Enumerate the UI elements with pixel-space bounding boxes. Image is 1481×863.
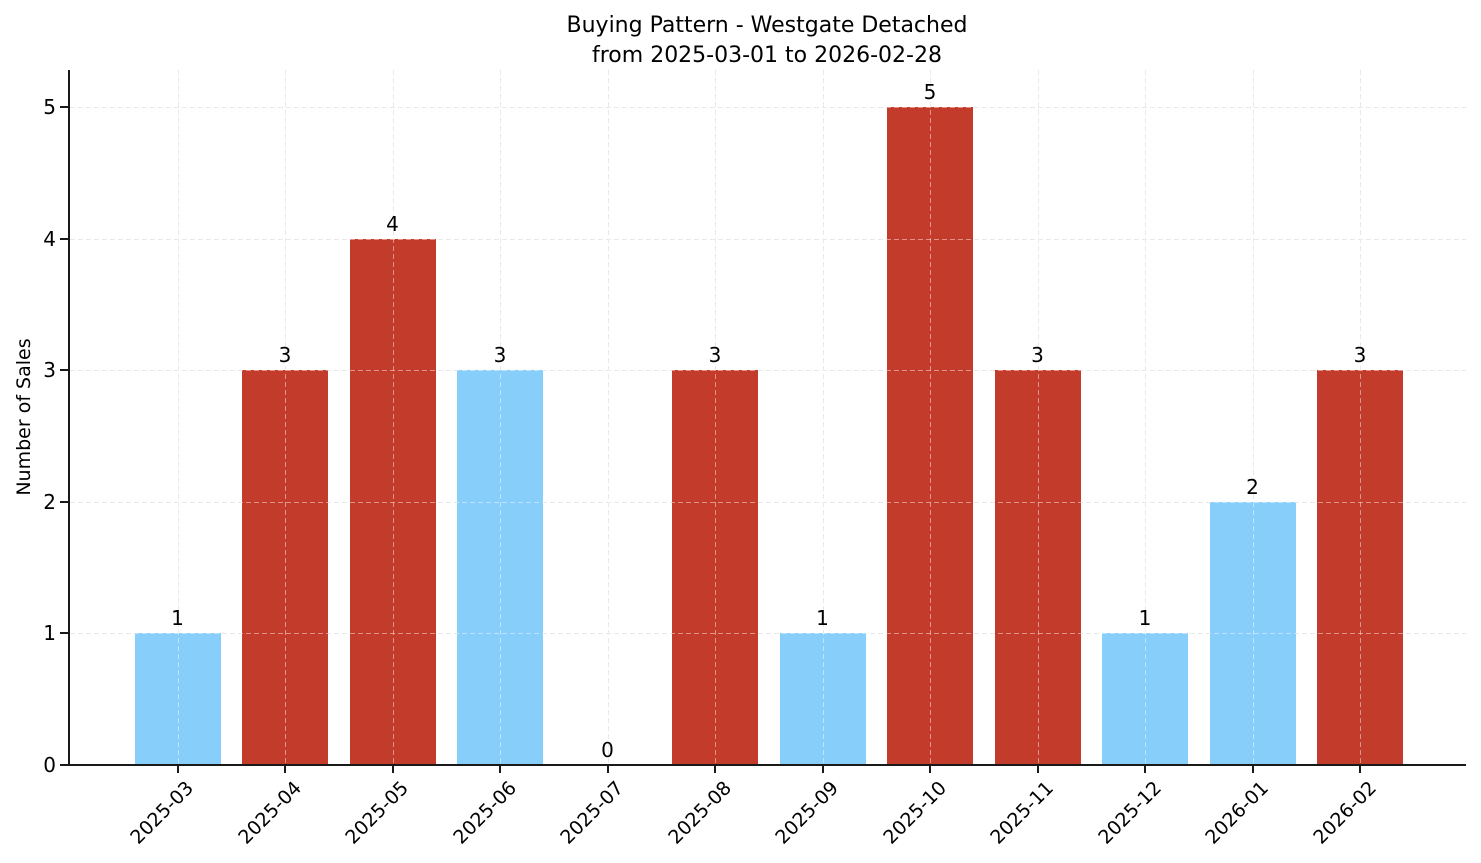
bar bbox=[1209, 501, 1296, 765]
x-tick-label: 2025-08 bbox=[663, 777, 736, 849]
chart-title: Buying Pattern - Westgate Detached bbox=[566, 13, 968, 38]
x-tick bbox=[1144, 766, 1146, 773]
bar bbox=[887, 107, 973, 765]
x-tick-label: 2025-05 bbox=[341, 777, 414, 849]
bar bbox=[1317, 370, 1403, 765]
x-tick-label: 2025-03 bbox=[126, 777, 199, 849]
v-gridline-overlay bbox=[1360, 70, 1361, 764]
v-gridline bbox=[177, 70, 179, 764]
x-tick bbox=[1036, 766, 1039, 773]
v-gridline-overlay bbox=[822, 70, 824, 764]
x-tick-label: 2025-07 bbox=[556, 777, 629, 849]
v-gridline-overlay bbox=[177, 70, 179, 764]
bar-value-label: 3 bbox=[1031, 343, 1044, 368]
y-tick bbox=[60, 632, 68, 635]
h-gridline-overlay bbox=[70, 238, 1466, 240]
v-gridline-overlay bbox=[607, 70, 609, 764]
bar bbox=[134, 633, 221, 765]
v-gridline-overlay bbox=[1145, 70, 1146, 764]
v-gridline bbox=[822, 70, 824, 764]
v-gridline-overlay bbox=[715, 70, 716, 764]
bar bbox=[779, 633, 866, 765]
v-gridline bbox=[1145, 70, 1146, 764]
bar-value-label: 2 bbox=[1246, 474, 1259, 499]
y-tick bbox=[60, 764, 68, 766]
bar-value-label: 0 bbox=[601, 738, 614, 762]
h-gridline-overlay bbox=[70, 633, 1466, 635]
bar bbox=[994, 370, 1081, 765]
v-gridline-overlay bbox=[1037, 70, 1039, 764]
x-tick-label: 2025-11 bbox=[986, 777, 1059, 849]
x-axis-line bbox=[68, 764, 1466, 766]
x-tick bbox=[284, 766, 286, 773]
x-tick-label: 2025-10 bbox=[878, 777, 951, 849]
bar-value-label: 1 bbox=[171, 606, 184, 631]
y-axis-label: Number of Sales bbox=[13, 338, 35, 496]
v-gridline-overlay bbox=[930, 70, 931, 764]
v-gridline-overlay bbox=[1252, 70, 1254, 764]
y-tick-label: 0 bbox=[43, 753, 56, 777]
bar bbox=[457, 370, 543, 765]
v-gridline-overlay bbox=[392, 70, 394, 764]
x-tick bbox=[1359, 766, 1361, 773]
bar-value-label: 3 bbox=[278, 343, 292, 368]
x-tick bbox=[1251, 766, 1254, 773]
x-tick-label: 2025-04 bbox=[233, 777, 306, 849]
h-gridline bbox=[70, 633, 1466, 635]
bar bbox=[242, 370, 328, 765]
h-gridline-overlay bbox=[70, 107, 1466, 108]
y-axis-line bbox=[68, 70, 70, 766]
chart-title-block: Buying Pattern - Westgate Detached from … bbox=[53, 11, 1481, 71]
v-gridline bbox=[1252, 70, 1254, 764]
h-gridline-overlay bbox=[70, 370, 1466, 372]
h-gridline bbox=[70, 107, 1466, 108]
x-tick-label: 2026-01 bbox=[1201, 777, 1274, 849]
bar-value-label: 5 bbox=[923, 80, 937, 104]
x-tick bbox=[929, 766, 931, 773]
y-tick-label: 3 bbox=[43, 358, 56, 383]
v-gridline-overlay bbox=[285, 70, 286, 764]
bar bbox=[349, 238, 436, 765]
y-tick-label: 5 bbox=[43, 95, 56, 119]
x-tick bbox=[176, 766, 179, 773]
x-tick-label: 2026-02 bbox=[1308, 777, 1381, 849]
v-gridline-overlay bbox=[500, 70, 501, 764]
bar-value-label: 1 bbox=[1138, 606, 1152, 631]
x-tick bbox=[714, 766, 716, 773]
h-gridline bbox=[70, 370, 1466, 372]
y-tick-label: 2 bbox=[43, 489, 56, 514]
x-tick-label: 2025-09 bbox=[771, 777, 844, 849]
bar-value-label: 4 bbox=[386, 211, 399, 236]
bar bbox=[672, 370, 758, 765]
bar-value-label: 3 bbox=[1353, 343, 1367, 368]
bar-value-label: 3 bbox=[708, 343, 722, 368]
x-tick bbox=[606, 766, 609, 773]
y-tick bbox=[60, 500, 68, 503]
chart-subtitle: from 2025-03-01 to 2026-02-28 bbox=[592, 43, 942, 68]
x-tick bbox=[391, 766, 394, 773]
h-gridline bbox=[70, 238, 1466, 240]
x-tick-label: 2025-12 bbox=[1093, 777, 1166, 849]
v-gridline bbox=[607, 70, 609, 764]
y-tick bbox=[60, 237, 68, 240]
h-gridline bbox=[70, 501, 1466, 503]
y-tick bbox=[60, 369, 68, 372]
bar-value-label: 3 bbox=[493, 343, 507, 368]
bar-value-label: 1 bbox=[816, 606, 829, 631]
y-tick bbox=[60, 106, 68, 108]
x-tick bbox=[499, 766, 501, 773]
x-tick bbox=[821, 766, 824, 773]
x-tick-label: 2025-06 bbox=[448, 777, 521, 849]
y-tick-label: 4 bbox=[43, 226, 56, 251]
y-tick-label: 1 bbox=[43, 621, 56, 646]
h-gridline-overlay bbox=[70, 501, 1466, 503]
bar bbox=[1102, 633, 1188, 765]
